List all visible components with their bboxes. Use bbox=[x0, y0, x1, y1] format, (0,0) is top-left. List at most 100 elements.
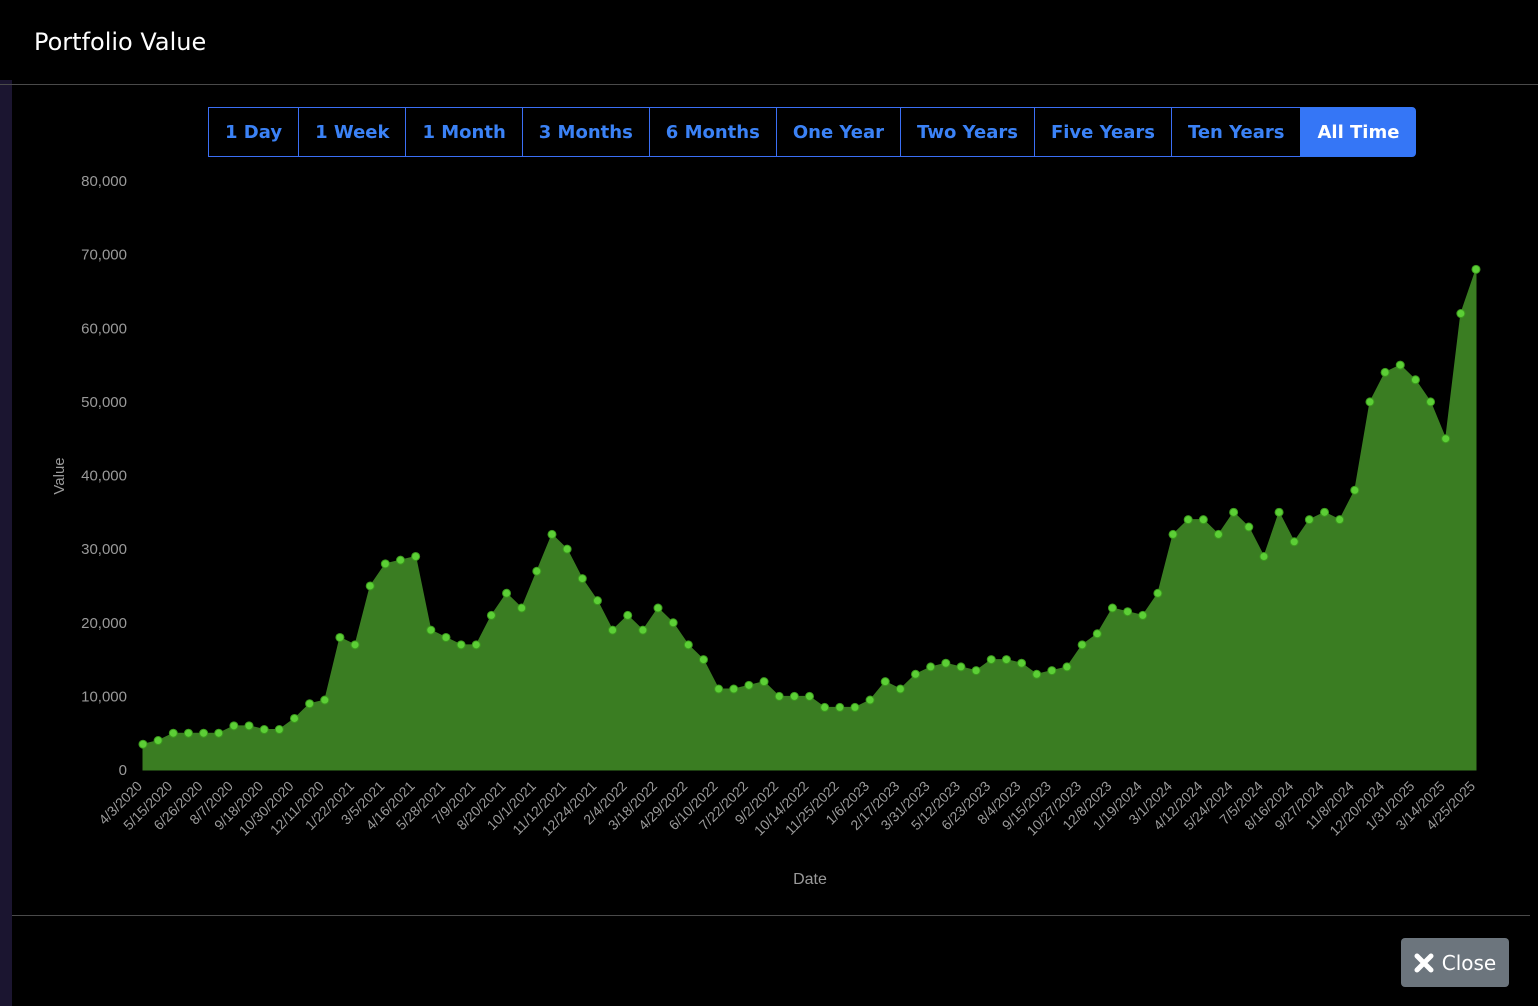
point bbox=[880, 677, 890, 687]
point bbox=[911, 669, 921, 679]
point bbox=[305, 699, 315, 709]
point bbox=[668, 618, 678, 628]
point bbox=[411, 551, 421, 561]
point bbox=[426, 625, 436, 635]
point bbox=[456, 640, 466, 650]
modal-title: Portfolio Value bbox=[34, 28, 207, 56]
point bbox=[1001, 655, 1011, 665]
point bbox=[335, 632, 345, 642]
point bbox=[986, 655, 996, 665]
point bbox=[1456, 309, 1466, 319]
point bbox=[805, 691, 814, 701]
range-button[interactable]: 1 Month bbox=[405, 107, 523, 157]
x-axis-label: Date bbox=[793, 871, 827, 888]
point bbox=[562, 544, 572, 554]
range-button[interactable]: Two Years bbox=[900, 107, 1035, 157]
point bbox=[229, 721, 239, 731]
point bbox=[1259, 551, 1269, 561]
point bbox=[1123, 607, 1133, 617]
point bbox=[1320, 507, 1330, 517]
point bbox=[1350, 485, 1360, 495]
range-button[interactable]: 3 Months bbox=[521, 107, 650, 157]
point bbox=[471, 640, 481, 650]
point bbox=[1017, 658, 1027, 668]
point bbox=[396, 555, 406, 565]
point bbox=[502, 588, 512, 598]
point bbox=[1289, 537, 1299, 547]
point bbox=[774, 691, 784, 701]
point bbox=[865, 695, 875, 705]
point bbox=[1244, 522, 1254, 532]
point bbox=[714, 684, 724, 694]
y-tick-label: 0 bbox=[119, 762, 127, 779]
modal-header: Portfolio Value bbox=[0, 0, 1538, 85]
point bbox=[1077, 640, 1087, 650]
point bbox=[380, 559, 390, 569]
point bbox=[214, 728, 224, 738]
point bbox=[789, 691, 799, 701]
point bbox=[850, 702, 860, 712]
point bbox=[532, 566, 542, 576]
point bbox=[517, 603, 527, 613]
y-tick-label: 50,000 bbox=[81, 394, 127, 411]
point bbox=[835, 702, 845, 712]
point bbox=[926, 662, 936, 672]
point bbox=[1441, 434, 1451, 444]
y-axis-label: Value bbox=[51, 457, 68, 494]
point bbox=[1107, 603, 1117, 613]
range-button[interactable]: 1 Week bbox=[298, 107, 407, 157]
point bbox=[820, 702, 830, 712]
point bbox=[1183, 515, 1193, 525]
range-button[interactable]: All Time bbox=[1300, 107, 1417, 157]
point bbox=[698, 655, 708, 665]
point bbox=[744, 680, 754, 690]
range-buttons: 1 Day 1 Week 1 Month 3 Months 6 Months One Ye… bbox=[208, 107, 1417, 157]
point bbox=[1426, 397, 1436, 407]
point bbox=[623, 610, 633, 620]
y-tick-label: 70,000 bbox=[81, 247, 127, 264]
point bbox=[1062, 662, 1072, 672]
point bbox=[1168, 529, 1178, 539]
point bbox=[759, 677, 769, 687]
point bbox=[1410, 375, 1420, 385]
point bbox=[1229, 507, 1239, 517]
range-button[interactable]: Ten Years bbox=[1170, 107, 1302, 157]
point bbox=[608, 625, 618, 635]
point bbox=[683, 640, 693, 650]
y-tick-label: 80,000 bbox=[81, 173, 127, 190]
point bbox=[1198, 515, 1208, 525]
point bbox=[1471, 264, 1481, 274]
close-label: Close bbox=[1441, 950, 1497, 975]
point bbox=[289, 713, 299, 723]
point bbox=[1304, 515, 1314, 525]
point bbox=[1380, 367, 1390, 377]
point bbox=[592, 596, 602, 606]
y-tick-label: 30,000 bbox=[81, 541, 127, 558]
close-button[interactable]: Close bbox=[1401, 938, 1509, 987]
point bbox=[168, 728, 178, 738]
point bbox=[1213, 529, 1223, 539]
point bbox=[1274, 507, 1284, 517]
range-button[interactable]: 6 Months bbox=[648, 107, 777, 157]
point bbox=[244, 721, 254, 731]
point bbox=[441, 632, 451, 642]
point bbox=[138, 739, 148, 749]
point bbox=[1395, 360, 1405, 370]
point bbox=[274, 725, 284, 735]
point bbox=[895, 684, 905, 694]
point bbox=[547, 529, 557, 539]
point bbox=[199, 728, 209, 738]
y-tick-label: 60,000 bbox=[81, 320, 127, 337]
point bbox=[729, 684, 739, 694]
point bbox=[259, 725, 269, 735]
point bbox=[638, 625, 648, 635]
point bbox=[941, 658, 951, 668]
backdrop bbox=[0, 80, 12, 1006]
range-button[interactable]: One Year bbox=[775, 107, 902, 157]
point bbox=[486, 610, 496, 620]
point bbox=[1365, 397, 1375, 407]
point bbox=[1032, 669, 1042, 679]
range-button[interactable]: 1 Day bbox=[208, 107, 300, 157]
close-icon bbox=[1414, 953, 1434, 972]
